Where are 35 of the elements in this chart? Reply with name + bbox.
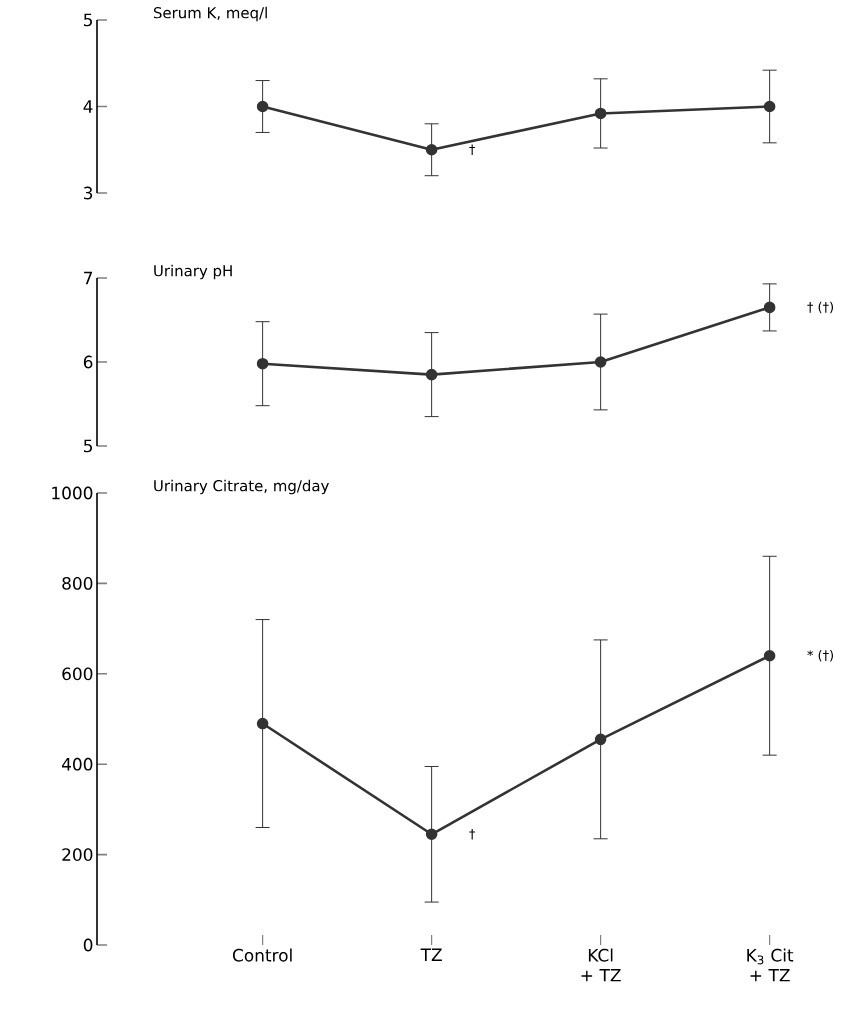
point (256, 100, 269, 113)
y-tick-label: 800 (62, 576, 93, 590)
y-tick-label: 7 (84, 271, 93, 285)
point (594, 733, 607, 746)
annotation: * (†) (807, 649, 833, 662)
y-tick-label: 5 (84, 439, 92, 453)
annotation: † (469, 828, 476, 840)
y-tick-label: 200 (62, 848, 93, 862)
annotation: † (469, 144, 476, 156)
point (425, 828, 438, 841)
y-tick-label: 1000 (52, 486, 93, 500)
chart-title: Serum K, meq/l (153, 6, 267, 22)
point (594, 356, 607, 368)
chart-title: Urinary Citrate, mg/day (154, 479, 329, 495)
point (256, 357, 269, 370)
point (425, 143, 438, 156)
point (425, 368, 438, 381)
point (256, 717, 269, 730)
x-tick-label: K$_{3}$ Cit + TZ (747, 948, 794, 982)
y-tick-label: 5 (84, 13, 92, 27)
annotation: † (†) (807, 301, 833, 314)
x-tick-label: Control (232, 948, 292, 962)
y-tick-label: 3 (84, 186, 93, 200)
y-tick-label: 600 (62, 667, 93, 681)
point (594, 107, 607, 120)
y-tick-label: 4 (83, 100, 93, 113)
y-tick-label: 400 (61, 757, 93, 771)
point (763, 649, 776, 662)
x-tick-label: TZ (420, 948, 442, 961)
x-tick-label: KCl + TZ (581, 948, 621, 982)
y-tick-label: 6 (83, 355, 93, 369)
chart-title: Urinary pH (154, 264, 232, 280)
point (763, 100, 776, 113)
point (763, 301, 776, 314)
y-tick-label: 0 (83, 938, 93, 952)
